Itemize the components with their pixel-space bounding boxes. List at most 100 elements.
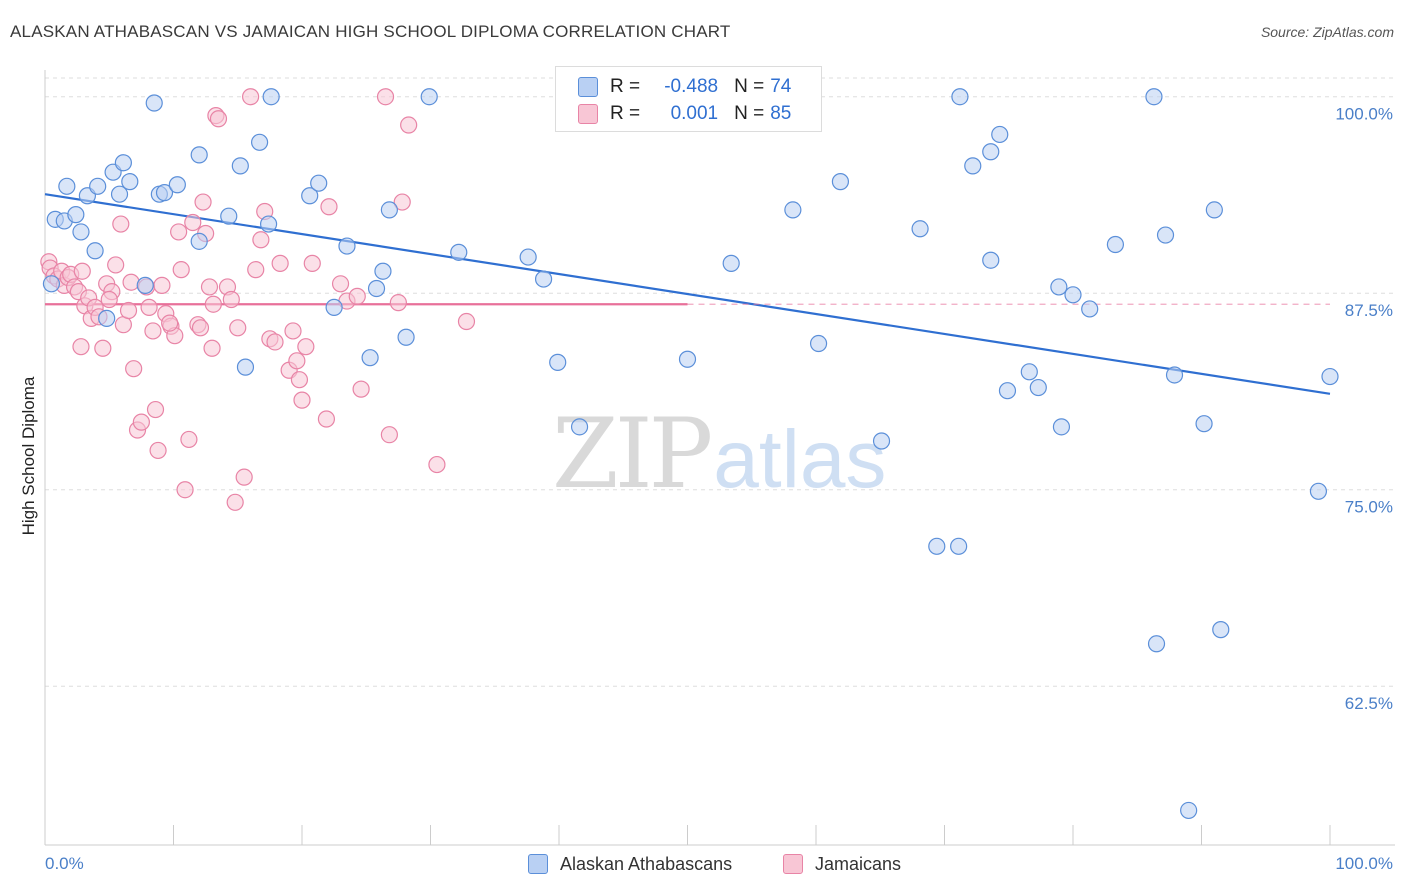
alaskan-point xyxy=(145,94,163,112)
alaskan-point xyxy=(570,418,589,436)
alaskan-point xyxy=(1165,366,1184,384)
jamaican-point xyxy=(393,193,411,211)
alaskan-point xyxy=(1147,635,1166,653)
jamaican-point xyxy=(161,314,179,332)
alaskan-point xyxy=(325,298,343,316)
x-tick-label: 100.0% xyxy=(1335,854,1393,873)
y-tick-label: 62.5% xyxy=(1345,694,1393,713)
alaskan-point xyxy=(831,173,850,191)
jamaican-point xyxy=(331,275,350,293)
jamaican-point xyxy=(203,339,221,357)
alaskan-point xyxy=(136,276,154,294)
jamaican-point xyxy=(242,88,260,106)
alaskan-point xyxy=(784,201,802,219)
bottom-legend-swatch-pink xyxy=(783,854,803,874)
bottom-legend-swatch-blue xyxy=(528,854,548,874)
alaskan-point xyxy=(301,187,319,205)
jamaican-point xyxy=(100,290,118,309)
alaskan-point xyxy=(1205,201,1223,219)
bottom-legend-jamaican: Jamaicans xyxy=(783,852,901,876)
y-tick-label: 75.0% xyxy=(1345,498,1393,517)
jamaican-point xyxy=(229,319,247,337)
alaskan-point xyxy=(259,215,278,233)
jamaican-point xyxy=(209,110,228,128)
alaskan-point xyxy=(110,185,129,203)
jamaican-point xyxy=(94,339,112,357)
alaskan-point xyxy=(1020,363,1038,381)
y-tick-label: 100.0% xyxy=(1335,105,1393,124)
alaskan-point xyxy=(58,177,76,195)
alaskan-point xyxy=(991,125,1009,144)
jamaican-point xyxy=(140,298,158,316)
jamaican-point xyxy=(153,276,171,294)
alaskan-point xyxy=(72,223,90,241)
alaskan-point xyxy=(367,279,386,298)
alaskan-point xyxy=(1180,801,1198,820)
alaskan-point xyxy=(1081,300,1099,318)
legend-r-value: -0.488 xyxy=(664,76,719,97)
legend-swatch-pink xyxy=(578,104,598,124)
jamaican-point xyxy=(247,261,265,279)
legend-r-label: R = xyxy=(610,76,641,97)
alaskan-point xyxy=(190,232,208,250)
alaskan-point xyxy=(121,173,139,191)
jamaican-point xyxy=(320,198,338,216)
legend-row-jamaican: R = 0.001 N = 85 xyxy=(578,101,791,127)
jamaican-point xyxy=(146,400,165,419)
legend-n-label: N = xyxy=(734,103,765,124)
alaskan-point xyxy=(982,251,1000,269)
jamaican-point xyxy=(266,333,284,351)
alaskan-point xyxy=(168,176,186,194)
alaskan-point xyxy=(1195,415,1213,433)
alaskan-point xyxy=(549,353,567,371)
alaskan-point xyxy=(1309,482,1328,500)
alaskan-point xyxy=(250,133,269,151)
jamaican-point xyxy=(290,371,309,389)
chart-title: ALASKAN ATHABASCAN VS JAMAICAN HIGH SCHO… xyxy=(10,22,731,41)
jamaican-point xyxy=(297,338,315,356)
jamaican-point xyxy=(428,455,446,474)
axes xyxy=(44,70,1395,846)
jamaican-point xyxy=(457,312,476,331)
alaskan-point xyxy=(722,254,740,272)
jamaican-point xyxy=(380,426,398,444)
jamaican-point xyxy=(180,430,198,449)
jamaican-point xyxy=(119,301,138,320)
jamaican-point xyxy=(252,231,270,249)
jamaican-point xyxy=(235,468,253,486)
jamaican-point xyxy=(144,322,162,340)
jamaican-point xyxy=(170,223,188,241)
alaskan-point xyxy=(450,243,468,261)
jamaican-point xyxy=(271,254,289,272)
alaskan-point xyxy=(534,270,553,288)
legend-n-value: 85 xyxy=(770,103,792,124)
jamaican-point xyxy=(222,290,240,309)
alaskan-point xyxy=(361,349,379,367)
jamaican-point xyxy=(122,273,140,291)
legend-row-alaskan: R = -0.488 N = 74 xyxy=(578,74,791,100)
jamaican-point xyxy=(125,360,143,378)
jamaican-point xyxy=(293,391,311,409)
alaskan-point xyxy=(114,154,132,172)
axis-labels: 100.0% 87.5% 75.0% 62.5% 0.0% 100.0% High Scho… xyxy=(19,105,1393,873)
y-axis-label: High School Diploma xyxy=(19,376,38,535)
x-tick-label: 0.0% xyxy=(45,854,84,873)
alaskan-point xyxy=(397,328,415,346)
alaskan-point xyxy=(89,177,107,195)
alaskan-point xyxy=(86,242,104,260)
alaskan-point xyxy=(42,275,61,293)
alaskan-point xyxy=(1029,378,1047,397)
legend-swatch-blue xyxy=(578,77,598,97)
jamaican-point xyxy=(132,413,150,431)
alaskan-point xyxy=(1052,418,1071,436)
jamaican-point xyxy=(176,481,194,499)
alaskan-trend-line xyxy=(44,193,1331,395)
alaskan-point xyxy=(872,432,891,450)
alaskan-point xyxy=(98,309,116,327)
jamaican-point xyxy=(200,278,219,296)
alaskan-athabascans-points xyxy=(42,88,1339,820)
alaskan-point xyxy=(236,358,255,376)
legend-r-value: 0.001 xyxy=(670,103,719,124)
jamaican-point xyxy=(348,287,366,305)
